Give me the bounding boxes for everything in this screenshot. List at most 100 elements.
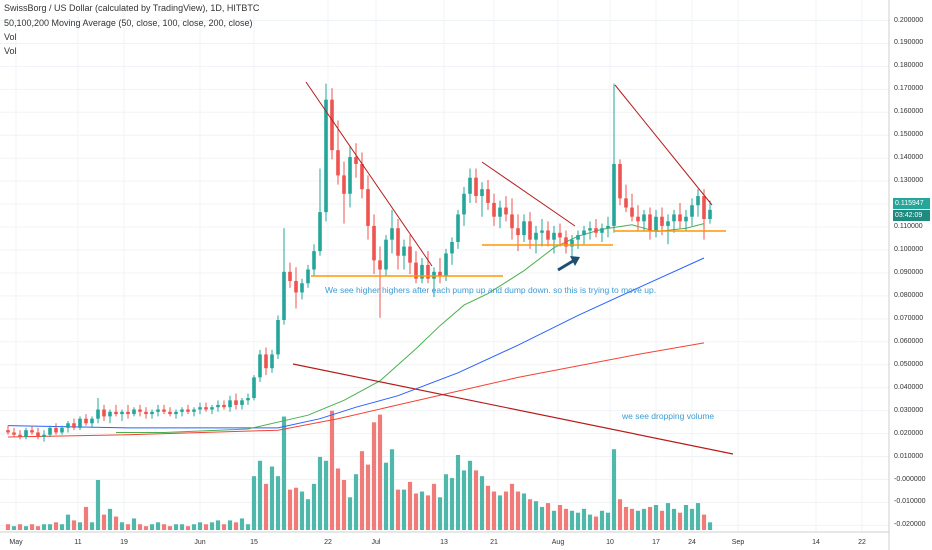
candle-body <box>600 228 604 233</box>
candle-body <box>636 216 640 222</box>
volume-bar <box>179 524 185 530</box>
candle-body <box>18 434 22 438</box>
candle-body <box>552 232 556 240</box>
date-tick-label: 22 <box>858 539 866 546</box>
volume-bar <box>407 481 413 530</box>
price-tick-label: 0.020000 <box>894 429 924 437</box>
candle-body <box>642 214 646 222</box>
candle-body <box>456 214 460 242</box>
drawings <box>292 81 734 455</box>
candle-body <box>564 237 568 247</box>
volume-bar <box>155 522 161 530</box>
volume-bar <box>485 485 491 530</box>
date-tick-label: Aug <box>551 539 565 546</box>
volume-bar <box>275 476 281 530</box>
volume-bar <box>437 497 443 530</box>
volume-bar <box>413 493 419 530</box>
candle-body <box>66 423 70 428</box>
grid <box>0 0 889 532</box>
price-tick-label: 0.090000 <box>894 268 924 276</box>
resistance-trendline-3[interactable] <box>614 84 713 206</box>
volume-bar <box>89 522 95 530</box>
volume-bar <box>227 520 233 530</box>
resistance-trendline-1[interactable] <box>305 81 433 267</box>
volume-bar <box>383 462 389 530</box>
candle-body <box>648 214 652 231</box>
ma50-line <box>116 223 705 433</box>
volume-bar <box>23 526 29 530</box>
candle-body <box>174 411 178 415</box>
candle-body <box>132 409 136 415</box>
candle-body <box>42 434 46 438</box>
candle-body <box>462 193 466 215</box>
candle-body <box>144 411 148 415</box>
ma-indicator-label: 50,100,200 Moving Average (50, close, 10… <box>4 18 253 28</box>
candle-body <box>138 409 142 412</box>
candle-body <box>330 99 334 151</box>
candle-body <box>246 398 250 401</box>
candle-body <box>60 427 64 433</box>
volume-bar <box>557 505 563 530</box>
volume-bar <box>221 524 227 530</box>
candle-body <box>576 235 580 240</box>
volume-bar <box>599 510 605 530</box>
volume-bar <box>173 524 179 530</box>
candle-body <box>294 280 298 293</box>
volume-bar <box>341 480 347 530</box>
candle-body <box>228 400 232 408</box>
date-tick-label: May <box>9 539 23 546</box>
volume-bar <box>539 506 545 530</box>
volume-bar <box>347 497 353 530</box>
volume-bar <box>29 524 35 530</box>
volume-bar <box>269 466 275 530</box>
candle-body <box>198 407 202 410</box>
candle-body <box>384 239 388 270</box>
date-tick-label: 24 <box>688 539 696 546</box>
volume-bar <box>185 526 191 530</box>
candle-body <box>36 432 40 438</box>
vol-label-1: Vol <box>4 32 17 42</box>
volume-bar <box>605 512 611 530</box>
price-tick-label: 0.070000 <box>894 314 924 322</box>
candle-body <box>444 253 448 277</box>
candle-body <box>474 177 478 197</box>
up-arrow-icon <box>570 256 580 266</box>
candle-body <box>660 216 664 226</box>
volume-bar <box>467 460 473 530</box>
price-tick-label: 0.010000 <box>894 452 924 460</box>
resistance-trendline-2[interactable] <box>481 161 576 227</box>
volume-bar <box>53 522 59 530</box>
volume-bar <box>161 524 167 530</box>
price-tick-label: -0.000000 <box>894 475 926 483</box>
candle-body <box>498 207 502 217</box>
volume-bar <box>233 522 239 530</box>
volume-downtrend-line[interactable] <box>292 363 734 455</box>
candle-body <box>408 246 412 263</box>
candle-body <box>468 177 472 194</box>
price-tick-label: 0.130000 <box>894 177 924 185</box>
candle-body <box>90 418 94 424</box>
candle-body <box>546 230 550 240</box>
volume-bar <box>461 470 467 530</box>
candle-body <box>372 225 376 261</box>
volume-bar <box>551 510 557 530</box>
candle-body <box>348 157 352 194</box>
candle-body <box>204 407 208 410</box>
candle-body <box>258 354 262 378</box>
price-tick-label: -0.010000 <box>894 498 926 506</box>
volume-bar <box>635 510 641 530</box>
candles <box>6 83 712 442</box>
volume-bar <box>671 508 677 530</box>
volume-bar <box>311 483 317 530</box>
volume-bar <box>689 508 695 530</box>
candle-body <box>528 221 532 240</box>
volume-bar <box>431 483 437 530</box>
volume-bar <box>473 470 479 530</box>
candle-body <box>540 230 544 233</box>
volume-bar <box>521 493 527 530</box>
candle-body <box>156 409 160 412</box>
candle-body <box>6 430 10 433</box>
candle-body <box>450 241 454 254</box>
candle-body <box>108 411 112 417</box>
